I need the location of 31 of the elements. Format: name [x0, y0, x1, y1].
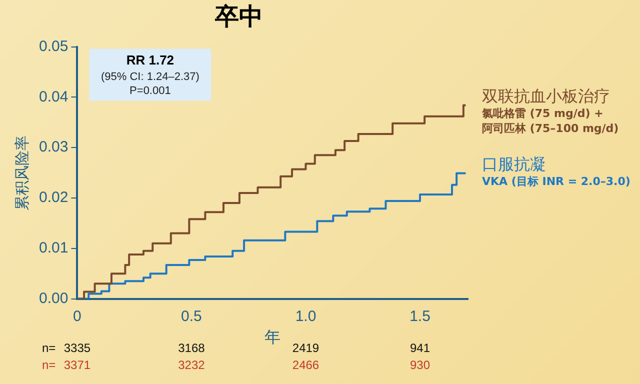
- annotation: RR 1.72: [126, 52, 174, 68]
- y-axis-title: 累积风险率: [12, 135, 31, 210]
- annotation: (95% CI: 1.24–2.37): [100, 70, 200, 83]
- text: VKA (目标 INR = 2.0–3.0): [482, 175, 630, 188]
- text: 2466: [292, 358, 320, 372]
- text: n=: [42, 341, 56, 356]
- text: 3168: [178, 341, 206, 356]
- annotation: P=0.001: [130, 84, 171, 97]
- text: 2419: [292, 341, 320, 356]
- text: 930: [410, 358, 430, 372]
- y-tick-label: 0.05: [38, 38, 68, 55]
- x-tick-label: 0.5: [181, 308, 202, 325]
- x-tick-label: 1.0: [295, 308, 316, 325]
- chart-title: 卒中: [214, 2, 263, 31]
- text: 氯吡格雷 (75 mg/d) +: [481, 107, 604, 120]
- text: 941: [410, 341, 430, 356]
- y-tick-label: 0.02: [38, 189, 68, 206]
- text: 3232: [178, 358, 206, 372]
- x-tick-label: 1.5: [410, 308, 430, 325]
- x-tick-label: 0: [73, 308, 82, 325]
- series-label: 口服抗凝: [482, 154, 546, 174]
- text: 3335: [64, 341, 91, 356]
- y-tick-label: 0.04: [38, 88, 68, 106]
- text: 3371: [64, 358, 91, 372]
- x-axis-title: 年: [264, 328, 281, 347]
- y-tick-label: 0.00: [38, 290, 68, 307]
- y-tick-label: 0.03: [38, 138, 68, 156]
- text: n=: [42, 358, 56, 372]
- y-tick-label: 0.01: [38, 240, 68, 257]
- series-label: 双联抗血小板治疗: [482, 86, 610, 106]
- text: 阿司匹林 (75–100 mg/d): [482, 122, 619, 136]
